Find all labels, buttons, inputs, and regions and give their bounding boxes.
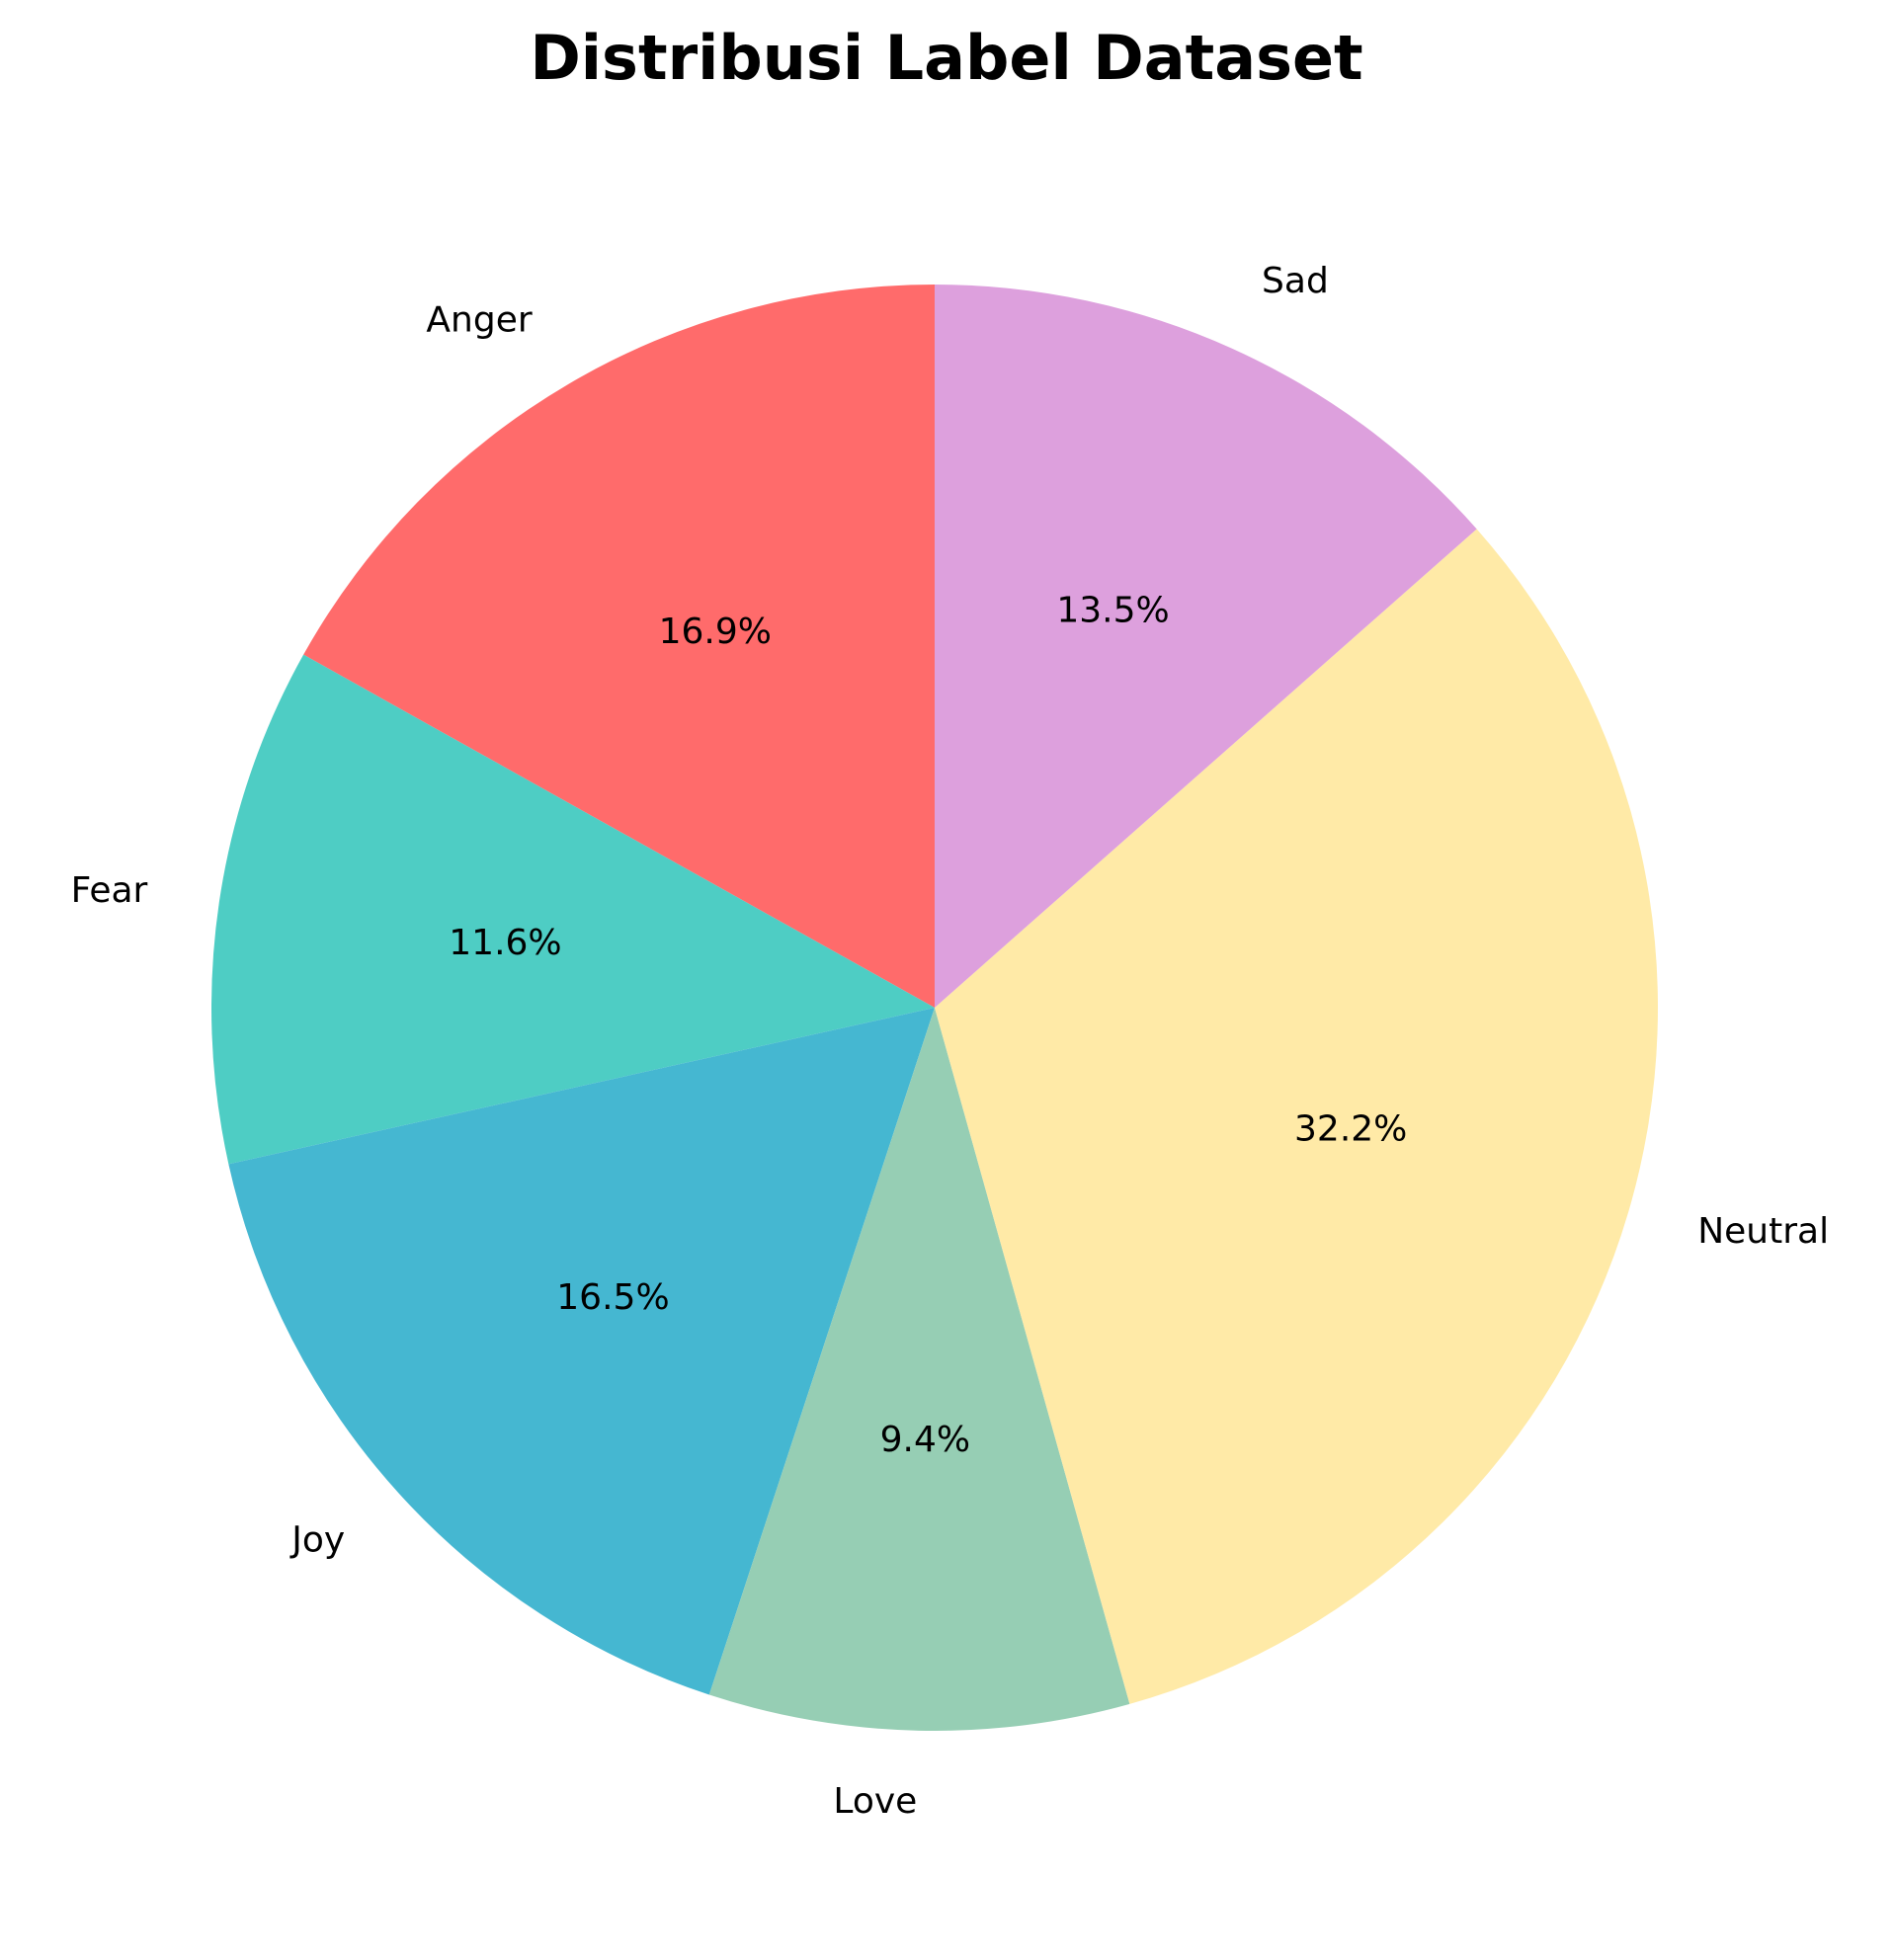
pie-slices	[211, 285, 1658, 1731]
pie-labels: Anger 16.9% Fear 11.6% Joy 16.5% Love 9.4% Neutr…	[71, 261, 1829, 1822]
slice-percent-fear: 11.6%	[449, 923, 561, 963]
pie-slice-love	[708, 1008, 1130, 1731]
slice-percent-sad: 13.5%	[1056, 591, 1169, 631]
slice-percent-love: 9.4%	[880, 1420, 970, 1460]
slice-percent-joy: 16.5%	[556, 1277, 669, 1318]
pie-slice-neutral	[935, 529, 1658, 1704]
pie-slice-joy	[228, 1008, 935, 1695]
slice-label-love: Love	[833, 1781, 917, 1822]
pie-slice-fear	[211, 654, 936, 1165]
slice-percent-neutral: 32.2%	[1294, 1108, 1407, 1149]
pie-slice-sad	[935, 285, 1477, 1008]
slice-label-neutral: Neutral	[1697, 1211, 1829, 1252]
slice-label-fear: Fear	[71, 870, 148, 911]
pie-slice-anger	[303, 285, 935, 1008]
slice-label-sad: Sad	[1262, 261, 1329, 301]
slice-label-anger: Anger	[426, 299, 532, 340]
slice-percent-anger: 16.9%	[659, 612, 772, 652]
chart-title: Distribusi Label Dataset	[530, 22, 1362, 94]
slice-label-joy: Joy	[289, 1520, 345, 1561]
